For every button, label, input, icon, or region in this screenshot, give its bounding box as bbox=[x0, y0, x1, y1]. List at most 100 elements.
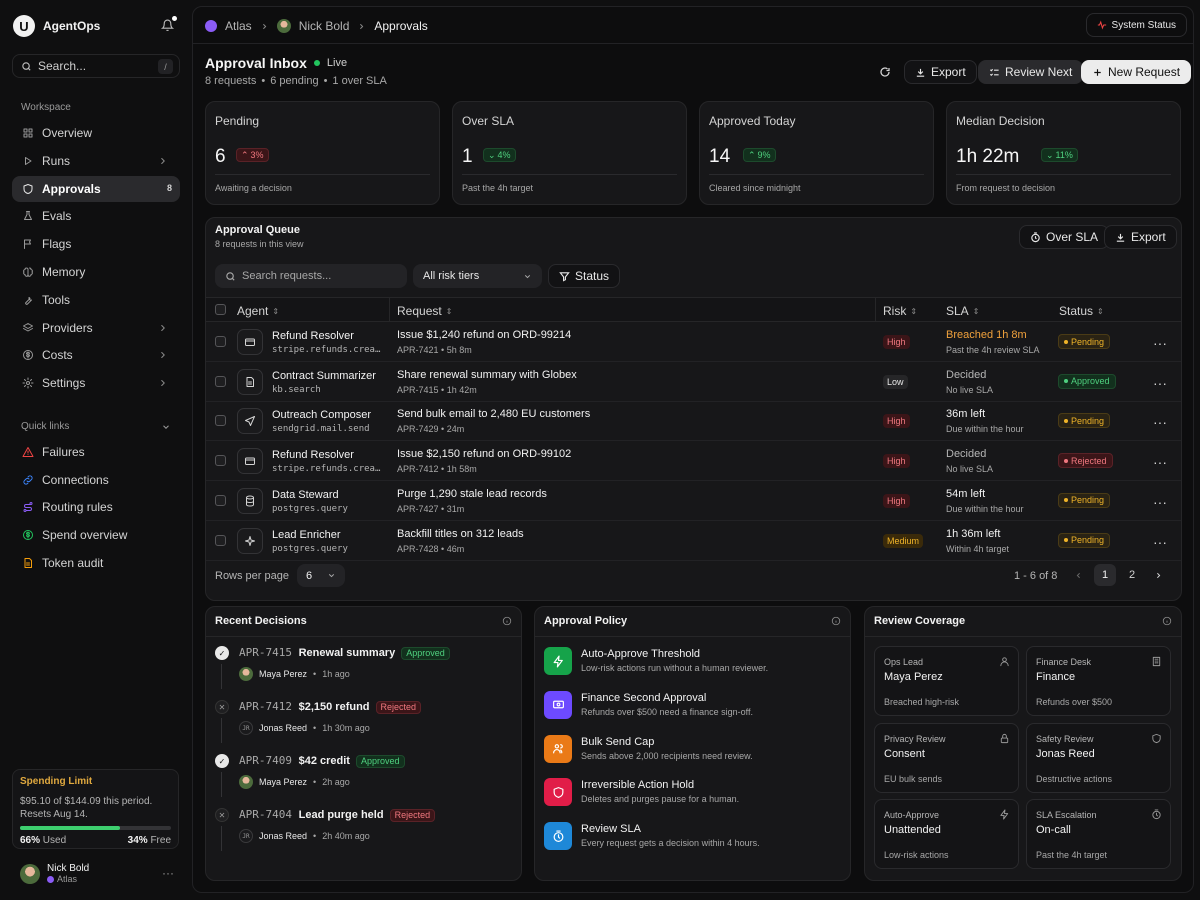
app-name: AgentOps bbox=[43, 19, 101, 33]
coverage-card-finance-desk[interactable]: Finance Desk Finance Refunds over $500 bbox=[1026, 646, 1171, 716]
request-title[interactable]: Backfill titles on 312 leads bbox=[397, 527, 524, 540]
coverage-card-safety-review[interactable]: Safety Review Jonas Reed Destructive actio… bbox=[1026, 722, 1171, 793]
request-title[interactable]: Purge 1,290 stale lead records bbox=[397, 487, 547, 500]
next-page-icon[interactable] bbox=[1154, 571, 1163, 580]
breadcrumb-workspace[interactable]: Atlas bbox=[225, 19, 252, 33]
quick-link-label: Token audit bbox=[42, 555, 104, 570]
coverage-card-privacy-review[interactable]: Privacy Review Consent EU bulk sends bbox=[874, 722, 1019, 793]
row-more-icon[interactable]: ··· bbox=[1153, 493, 1167, 510]
policy-item-auto-approve-threshold[interactable]: Auto-Approve Threshold Low-risk actions r… bbox=[544, 647, 768, 675]
request-title[interactable]: Send bulk email to 2,480 EU customers bbox=[397, 408, 591, 421]
sidebar-item-costs[interactable]: Costs bbox=[12, 342, 180, 368]
policy-item-finance-second-approval[interactable]: Finance Second Approval Refunds over $500… bbox=[544, 690, 753, 719]
kpi-card-pending: Pending 6 ⌃ 3% Awaiting a decision bbox=[205, 101, 440, 205]
brand[interactable]: U AgentOps bbox=[13, 15, 100, 37]
user-more-icon[interactable]: ··· bbox=[162, 866, 174, 880]
chevron-down-icon bbox=[328, 574, 335, 578]
table-row[interactable]: Contract Summarizer kb.search Share renewa… bbox=[206, 362, 1181, 402]
table-row[interactable]: Lead Enricher postgres.query Backfill titl… bbox=[206, 521, 1181, 561]
table-row[interactable]: Outreach Composer sendgrid.mail.send Send … bbox=[206, 401, 1181, 442]
user-menu[interactable]: Nick Bold Atlas bbox=[20, 863, 89, 884]
system-status-button[interactable]: System Status bbox=[1085, 13, 1187, 37]
sidebar-item-label: Settings bbox=[42, 376, 86, 391]
decision-item[interactable]: ✕ APR-7404 Lead purge held Rejected JR Jonas… bbox=[206, 807, 506, 861]
coverage-card-auto-approve[interactable]: Auto-Approve Unattended Low-risk actions bbox=[874, 799, 1019, 870]
policy-item-bulk-send-cap[interactable]: Bulk Send Cap Sends above 2,000 recipient… bbox=[544, 734, 753, 763]
sidebar-item-overview[interactable]: Overview bbox=[12, 120, 180, 146]
decision-item[interactable]: ✓ APR-7409 $42 credit Approved Maya Perez • 2… bbox=[206, 753, 506, 807]
decision-status-badge: Rejected bbox=[389, 808, 436, 822]
sidebar-item-evals[interactable]: Evals bbox=[12, 203, 180, 229]
breadcrumb-user[interactable]: Nick Bold bbox=[298, 19, 350, 33]
info-icon[interactable] bbox=[502, 616, 512, 626]
notification-bell-icon[interactable] bbox=[161, 16, 177, 32]
sidebar-item-runs[interactable]: Runs bbox=[12, 148, 180, 174]
column-status[interactable]: Status ⇕ bbox=[1059, 304, 1104, 318]
row-checkbox[interactable] bbox=[215, 336, 226, 347]
sidebar-item-tools[interactable]: Tools bbox=[12, 287, 180, 313]
agent-avatar bbox=[237, 408, 263, 435]
refresh-icon[interactable] bbox=[879, 66, 891, 78]
row-checkbox[interactable] bbox=[215, 375, 226, 387]
coverage-card-sla-escalation[interactable]: SLA Escalation On-call Past the 4h target bbox=[1026, 799, 1171, 870]
column-agent[interactable]: Agent ⇕ bbox=[237, 304, 280, 318]
info-icon[interactable] bbox=[831, 616, 841, 626]
policy-item-review-sla[interactable]: Review SLA Every request gets a decision … bbox=[544, 822, 760, 851]
row-checkbox[interactable] bbox=[215, 494, 226, 506]
row-checkbox[interactable] bbox=[215, 534, 226, 546]
request-title[interactable]: Share renewal summary with Globex bbox=[397, 368, 577, 381]
sidebar-item-providers[interactable]: Providers bbox=[12, 315, 180, 341]
row-more-icon[interactable]: ··· bbox=[1153, 335, 1167, 351]
table-row[interactable]: Refund Resolver stripe.refunds.create Issu… bbox=[206, 322, 1181, 362]
recent-decisions-panel: Recent Decisions ✓ APR-7415 Renewal summa… bbox=[205, 606, 522, 881]
sidebar-item-flags[interactable]: Flags bbox=[12, 231, 180, 257]
policy-icon bbox=[544, 734, 572, 763]
column-sla[interactable]: SLA ⇕ bbox=[946, 304, 980, 318]
row-checkbox[interactable] bbox=[215, 455, 226, 467]
rows-per-page-select[interactable]: 6 bbox=[297, 564, 345, 587]
policy-icon bbox=[544, 822, 572, 851]
row-checkbox[interactable] bbox=[215, 415, 226, 427]
kpi-card-median-decision: Median Decision 1h 22m ⌄ 11% From request to… bbox=[946, 101, 1181, 205]
main-panel: Atlas Nick Bold Approvals System Status … bbox=[192, 6, 1194, 893]
request-title[interactable]: Issue $1,240 refund on ORD-99214 bbox=[397, 329, 572, 341]
quick-link-connections[interactable]: Connections bbox=[12, 467, 180, 493]
over-sla-filter-button[interactable]: Over SLA bbox=[1019, 225, 1110, 249]
queue-search-input[interactable]: Search requests... bbox=[215, 264, 407, 288]
table-row[interactable]: Refund Resolver stripe.refunds.create Issu… bbox=[206, 441, 1181, 482]
request-title[interactable]: Issue $2,150 refund on ORD-99102 bbox=[397, 448, 572, 461]
risk-tier-select[interactable]: All risk tiers bbox=[413, 264, 542, 288]
column-risk[interactable]: Risk ⇕ bbox=[883, 304, 918, 318]
quick-link-routing-rules[interactable]: Routing rules bbox=[12, 494, 180, 520]
quick-link-failures[interactable]: Failures bbox=[12, 439, 180, 465]
prev-page-icon[interactable] bbox=[1074, 571, 1083, 580]
quick-link-label: Failures bbox=[42, 445, 85, 459]
row-more-icon[interactable]: ··· bbox=[1153, 374, 1167, 391]
quick-link-token-audit[interactable]: Token audit bbox=[12, 550, 180, 576]
new-request-button[interactable]: New Request bbox=[1081, 60, 1192, 84]
review-next-button[interactable]: Review Next bbox=[978, 60, 1084, 84]
document-icon bbox=[24, 557, 32, 568]
search-input[interactable]: Search... / bbox=[12, 54, 180, 78]
coverage-card-ops-lead[interactable]: Ops Lead Maya Perez Breached high-risk bbox=[874, 646, 1019, 716]
decision-item[interactable]: ✓ APR-7415 Renewal summary Approved Maya Pe… bbox=[206, 645, 506, 699]
queue-export-button[interactable]: Export bbox=[1104, 225, 1177, 249]
quick-links-label[interactable]: Quick links bbox=[21, 421, 171, 432]
quick-link-spend-overview[interactable]: Spend overview bbox=[12, 522, 180, 548]
row-more-icon[interactable]: ··· bbox=[1153, 533, 1167, 550]
sidebar-item-approvals[interactable]: Approvals 8 bbox=[12, 175, 180, 202]
row-more-icon[interactable]: ··· bbox=[1153, 414, 1167, 431]
select-all-checkbox[interactable] bbox=[215, 304, 226, 315]
page-1-button[interactable]: 1 bbox=[1094, 564, 1116, 586]
table-row[interactable]: Data Steward postgres.query Purge 1,290 st… bbox=[206, 481, 1181, 521]
status-filter-button[interactable]: Status bbox=[548, 264, 621, 288]
column-request[interactable]: Request ⇕ bbox=[397, 304, 453, 318]
info-icon[interactable] bbox=[1162, 616, 1172, 626]
export-button[interactable]: Export bbox=[904, 60, 977, 84]
decision-item[interactable]: ✕ APR-7412 $2,150 refund Rejected JR Jonas R… bbox=[206, 699, 506, 753]
row-more-icon[interactable]: ··· bbox=[1153, 454, 1167, 471]
sidebar-item-settings[interactable]: Settings bbox=[12, 370, 180, 396]
policy-item-irreversible-action-hold[interactable]: Irreversible Action Hold Deletes and purg… bbox=[544, 778, 739, 807]
sidebar-item-memory[interactable]: Memory bbox=[12, 259, 180, 285]
page-2-button[interactable]: 2 bbox=[1128, 569, 1136, 581]
